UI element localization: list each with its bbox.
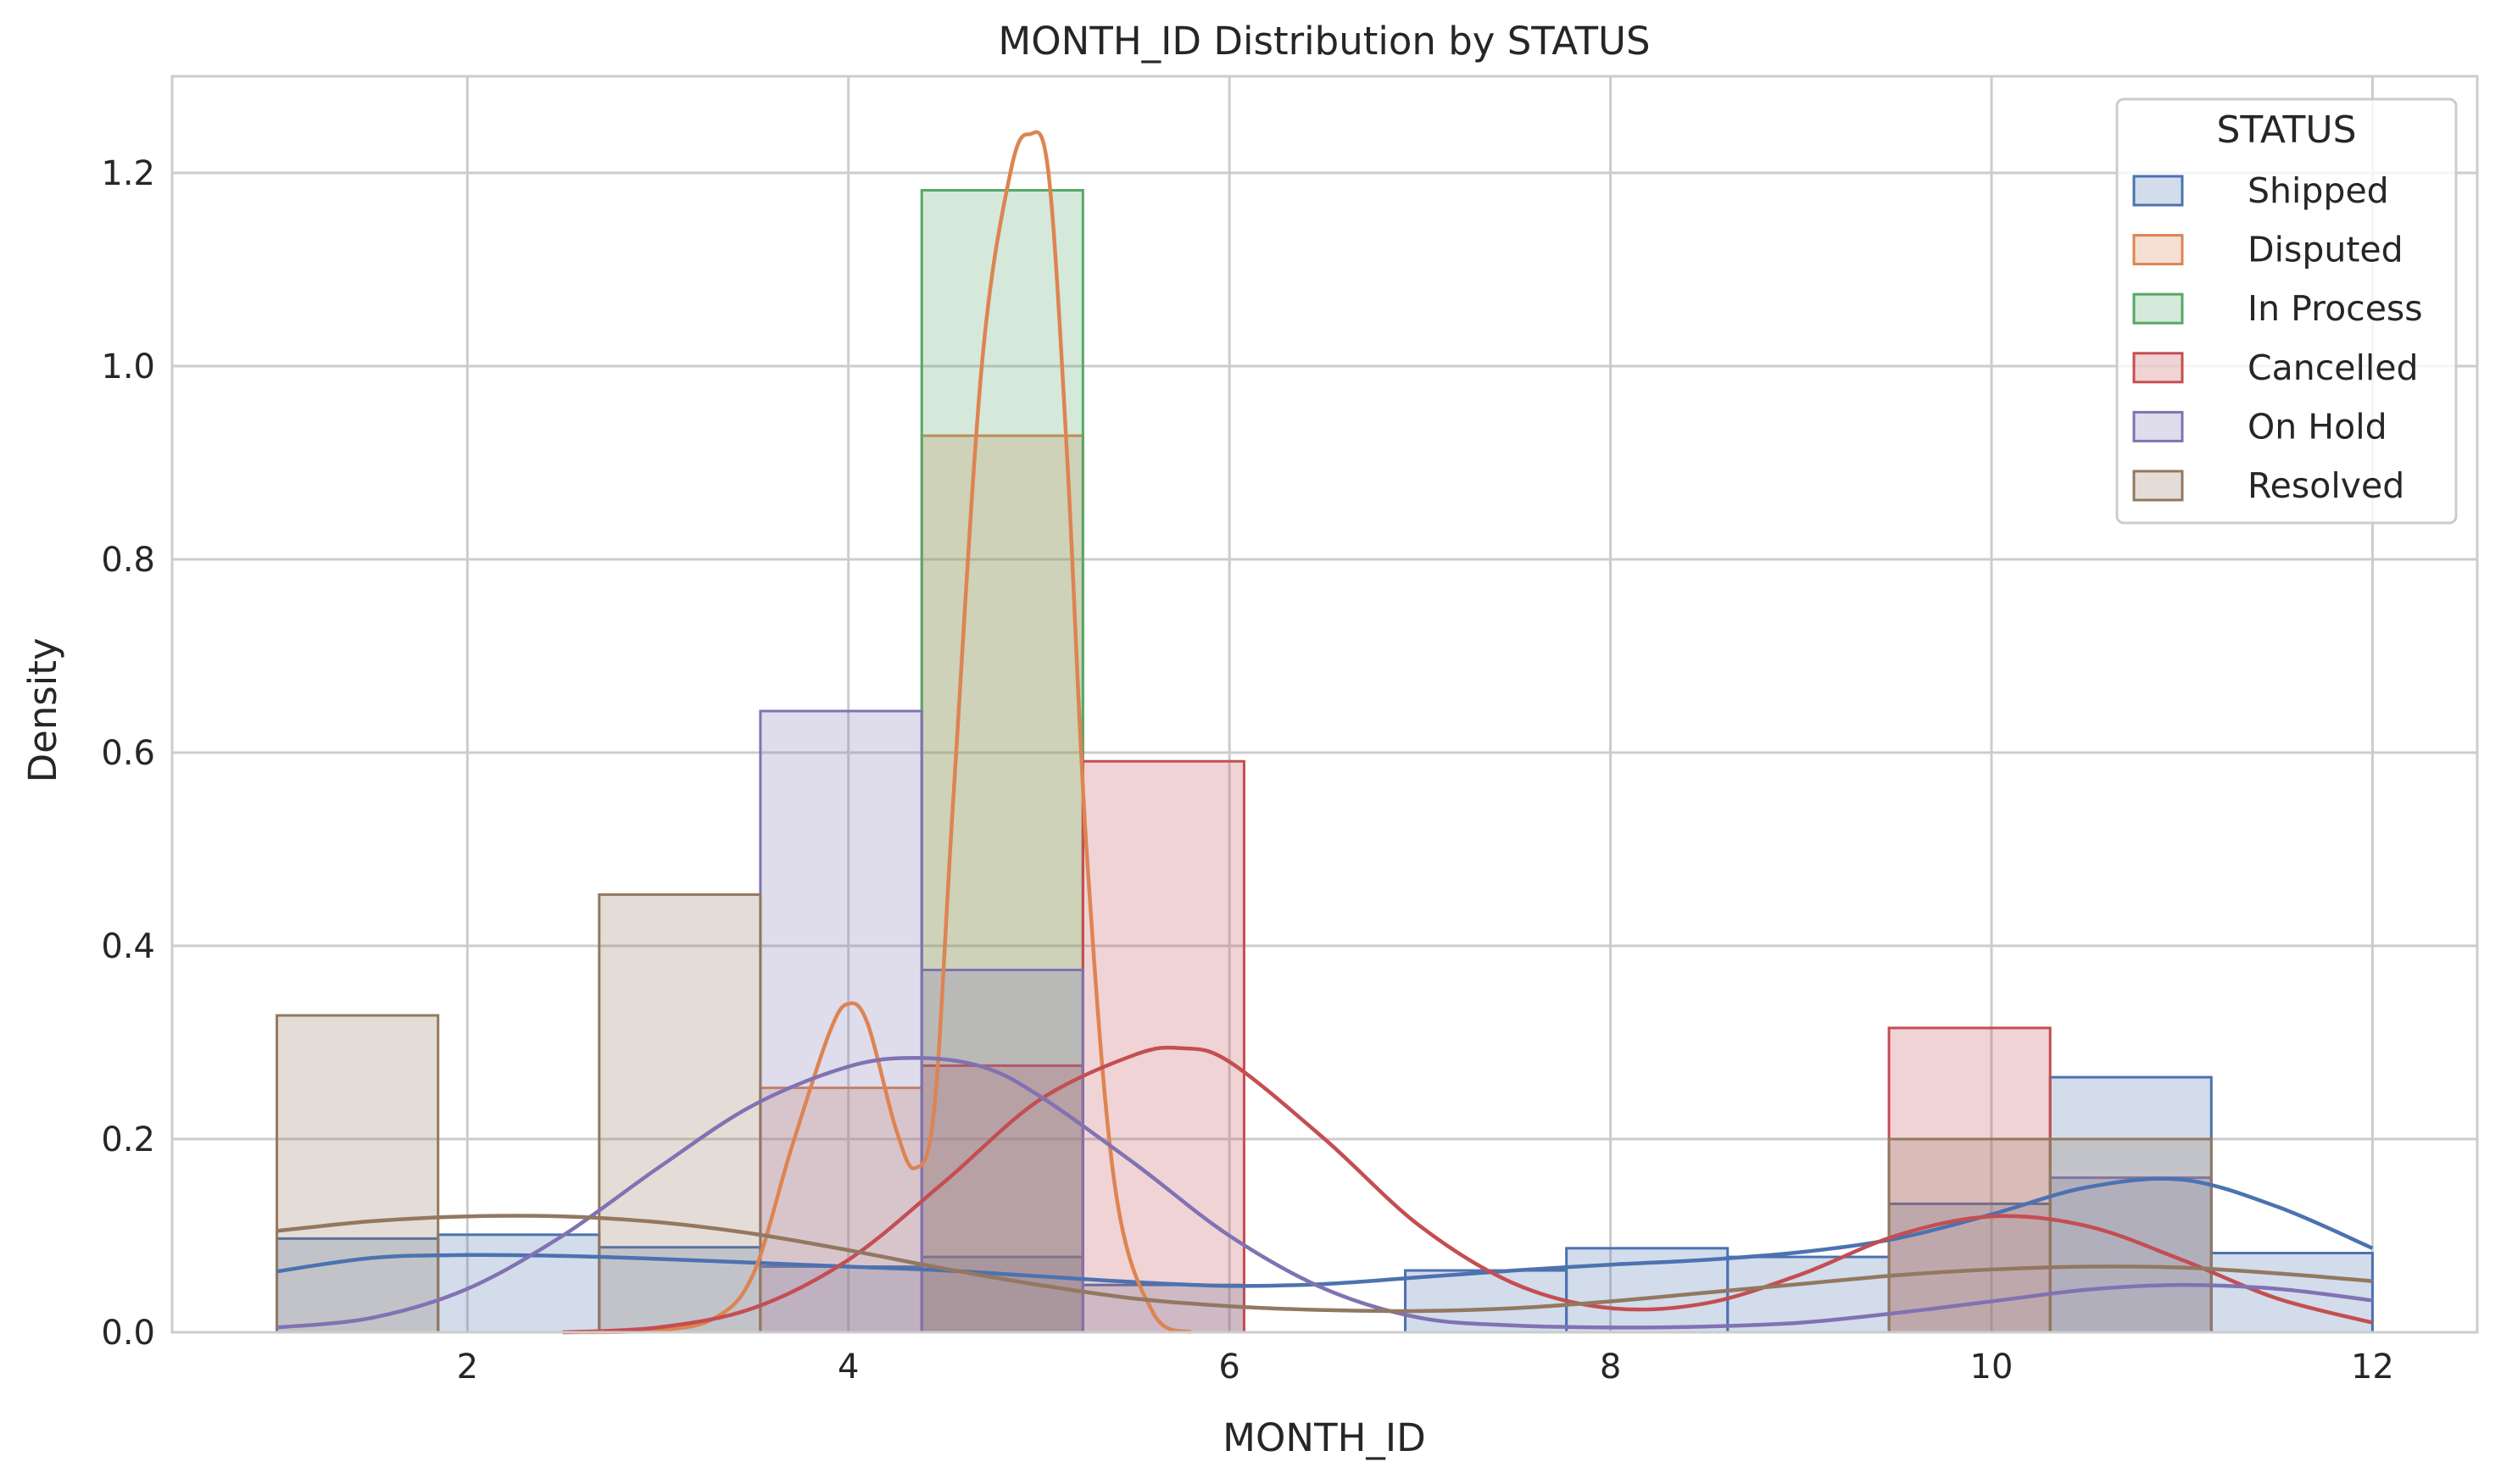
legend-label: Resolved — [2248, 465, 2404, 506]
plot-frame — [170, 75, 2479, 1334]
legend: STATUS Shipped Disputed In Process Cancelle… — [2115, 97, 2458, 525]
histogram-bar — [1887, 1026, 2052, 1334]
chart-title: MONTH_ID Distribution by STATUS — [998, 19, 1650, 64]
legend-swatch — [2132, 410, 2184, 442]
histogram-bar — [1726, 1255, 1891, 1334]
legend-items: Shipped Disputed In Process Cancelled On Hol… — [2132, 170, 2423, 506]
x-tick-label: 4 — [838, 1348, 859, 1387]
legend-box — [2115, 97, 2458, 525]
x-tick-label: 2 — [457, 1348, 478, 1387]
kde-curve-resolved — [276, 1214, 2373, 1314]
y-tick-label: 1.0 — [101, 347, 155, 386]
x-tick-label: 12 — [2351, 1348, 2394, 1387]
y-tick-label: 0.0 — [101, 1314, 155, 1353]
legend-label: On Hold — [2248, 406, 2387, 447]
kde-curve-shipped — [276, 1176, 2374, 1288]
x-tick-label: 6 — [1218, 1348, 1239, 1387]
histogram-bar — [2048, 1176, 2213, 1334]
histogram-bar — [437, 1233, 601, 1334]
legend-item: On Hold — [2132, 406, 2387, 447]
kde-curve-disputed — [562, 130, 1193, 1335]
series-on-hold-bars — [759, 709, 2213, 1334]
histogram-bar — [2209, 1252, 2374, 1334]
legend-item: Shipped — [2132, 170, 2389, 211]
legend-swatch — [2132, 234, 2184, 266]
x-tick-label: 10 — [1970, 1348, 2014, 1387]
legend-title: STATUS — [2216, 108, 2356, 152]
y-tick-label: 0.4 — [101, 927, 155, 966]
y-tick-label: 1.2 — [101, 154, 155, 193]
y-axis-label: Density — [20, 637, 65, 782]
legend-label: Cancelled — [2248, 347, 2419, 388]
histogram-bar — [920, 189, 1084, 1334]
kde-curve-cancelled — [562, 1045, 2373, 1335]
legend-label: In Process — [2248, 288, 2423, 329]
legend-item: In Process — [2132, 288, 2423, 329]
x-tick-label: 8 — [1600, 1348, 1621, 1387]
x-axis-label: MONTH_ID — [1223, 1415, 1426, 1460]
legend-swatch — [2132, 292, 2184, 325]
y-axis-ticks: 0.0 0.2 0.4 0.6 0.8 1.0 1.2 — [101, 154, 155, 1353]
histogram-bar — [759, 709, 923, 1334]
kde-curve-on-hold — [276, 1055, 2373, 1330]
legend-label: Shipped — [2248, 170, 2389, 211]
y-tick-label: 0.8 — [101, 541, 155, 580]
histogram-bar — [2048, 1137, 2213, 1334]
legend-item: Disputed — [2132, 230, 2404, 270]
kde-curves — [276, 130, 2374, 1335]
y-tick-label: 0.6 — [101, 734, 155, 773]
series-in-process-bars — [920, 189, 1084, 1334]
x-axis-ticks: 2 4 6 8 10 12 — [457, 1348, 2394, 1387]
legend-item: Resolved — [2132, 465, 2404, 506]
legend-swatch — [2132, 352, 2184, 384]
y-tick-label: 0.2 — [101, 1120, 155, 1159]
legend-item: Cancelled — [2132, 347, 2419, 388]
legend-swatch — [2132, 175, 2184, 207]
legend-swatch — [2132, 470, 2184, 502]
histogram-bar — [276, 1014, 440, 1334]
legend-label: Disputed — [2248, 230, 2404, 270]
